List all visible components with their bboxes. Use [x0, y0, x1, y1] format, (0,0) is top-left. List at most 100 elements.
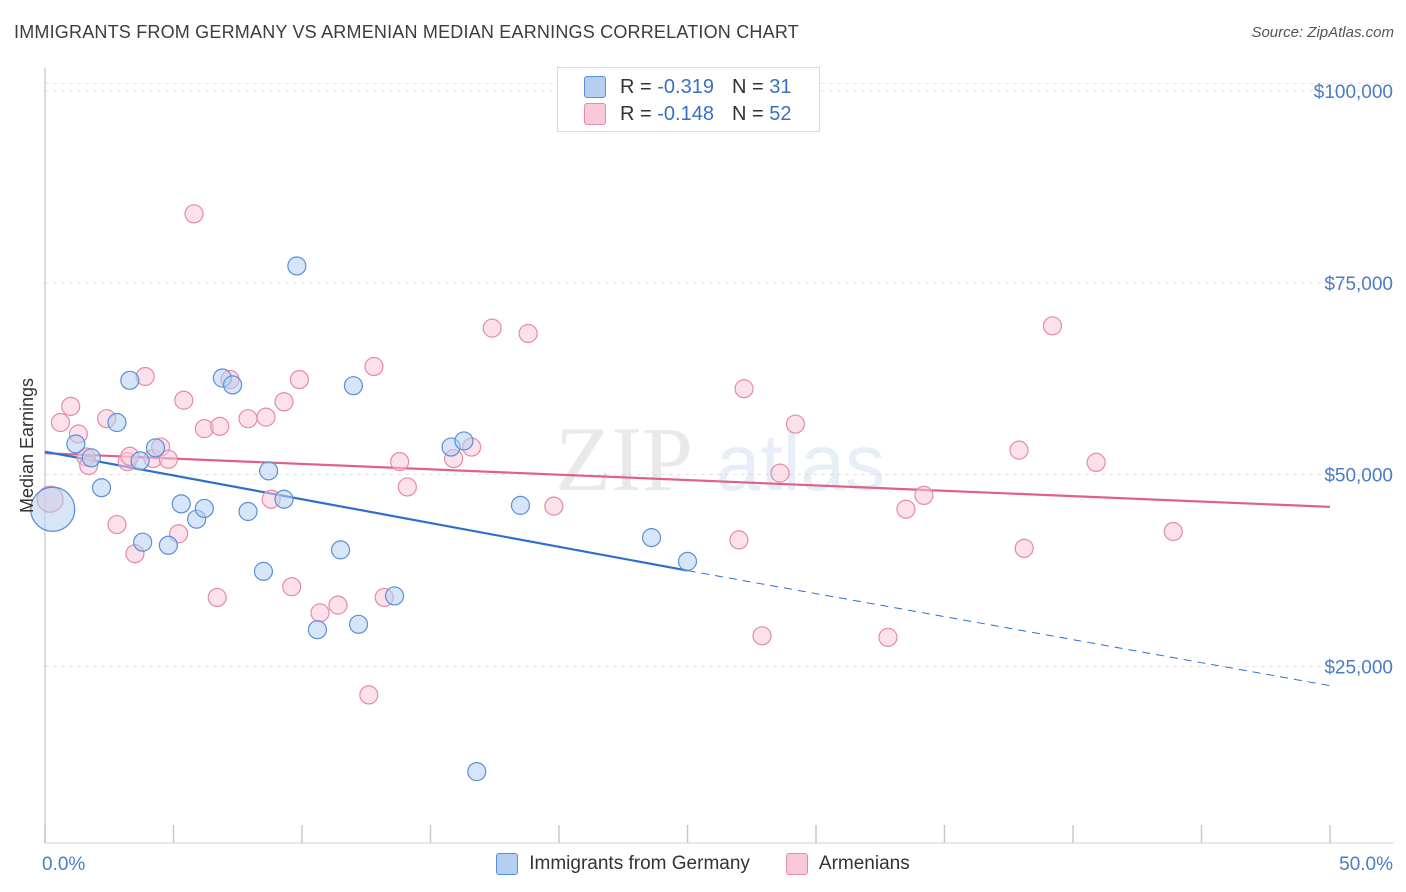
germany-point [274, 489, 294, 509]
germany-point [66, 434, 86, 454]
germany-point [171, 494, 191, 514]
armenian-point [210, 416, 230, 436]
armenian-trend-line [44, 452, 1331, 509]
germany-point [107, 412, 127, 433]
n-label: N = [731, 75, 764, 98]
armenian-point [282, 577, 302, 597]
germany-point [343, 376, 363, 396]
germany-swatch-icon [584, 76, 606, 98]
armenian-point [518, 323, 538, 344]
germany-point [120, 370, 140, 390]
armenian-swatch-icon [785, 853, 808, 875]
stats-legend: R = -0.319 N = 31 R = -0.148 N = 52 [557, 67, 820, 132]
r-value: -0.319 [657, 75, 714, 98]
chart-title: IMMIGRANTS FROM GERMANY VS ARMENIAN MEDI… [14, 22, 799, 42]
legend-row-germany: R = -0.319 N = 31 [584, 74, 791, 100]
watermark-zip: ZIP [555, 408, 693, 510]
germany-point [133, 532, 153, 552]
armenian-point [274, 392, 294, 412]
germany-point [467, 762, 487, 782]
germany-swatch-icon [496, 853, 519, 875]
y-tick-label: $50,000 [1324, 466, 1393, 487]
germany-point [223, 375, 243, 395]
watermark-atlas: atlas [716, 418, 885, 507]
armenian-point [310, 603, 330, 623]
armenian-point [734, 379, 754, 399]
axes [44, 68, 1394, 844]
armenian-point [1042, 316, 1063, 336]
germany-point [238, 501, 258, 522]
x-tick-label: 0.0% [42, 854, 85, 875]
armenian-point [752, 626, 772, 646]
armenian-point [359, 685, 379, 705]
armenian-point [785, 414, 806, 434]
armenian-point [390, 452, 410, 472]
armenian-point [1014, 538, 1034, 558]
armenian-point [107, 514, 127, 535]
germany-point [145, 438, 166, 458]
n-value: 52 [769, 102, 792, 125]
armenian-point [328, 595, 348, 615]
germany-point [348, 614, 369, 634]
armenian-point [256, 407, 276, 427]
watermark: ZIP atlas [555, 408, 885, 510]
germany-point [158, 535, 178, 555]
germany-point [641, 528, 662, 548]
armenian-point [1009, 440, 1029, 460]
armenian-point [184, 204, 204, 224]
germany-point [253, 561, 274, 581]
armenian-point [914, 485, 934, 506]
germany-point [194, 498, 214, 519]
armenian-point [50, 412, 71, 433]
armenian-point [61, 396, 81, 416]
armenian-point [238, 409, 258, 429]
r-label: R = [620, 102, 652, 125]
armenian-point [729, 530, 749, 550]
armenian-point [1163, 521, 1183, 542]
legend-item-germany[interactable]: Immigrants from Germany [496, 853, 750, 875]
germany-point [510, 495, 531, 515]
armenian-swatch-icon [584, 103, 606, 125]
germany-point [307, 620, 328, 640]
germany-point [30, 486, 76, 532]
n-value: 31 [769, 75, 792, 98]
armenian-point [770, 463, 790, 483]
r-label: R = [620, 75, 652, 98]
armenian-point [289, 369, 310, 390]
armenian-point [158, 449, 178, 469]
legend-label-armenian: Armenians [818, 853, 910, 874]
x-tick-label: 50.0% [1339, 854, 1393, 875]
germany-point [287, 256, 307, 276]
armenian-point [397, 477, 417, 497]
armenian-point [896, 499, 916, 519]
legend-row-armenian: R = -0.148 N = 52 [584, 101, 791, 127]
armenian-point [544, 496, 564, 516]
armenian-point [482, 318, 502, 338]
grid-lines [45, 82, 1394, 668]
armenian-point [207, 587, 227, 608]
germany-point [454, 431, 474, 451]
germany-point [330, 540, 351, 560]
armenian-point [878, 627, 898, 647]
germany-point [677, 551, 698, 571]
source-label: Source: ZipAtlas.com [1251, 24, 1394, 41]
germany-point [81, 448, 101, 468]
germany-point [258, 461, 279, 481]
series-legend: Immigrants from Germany Armenians [0, 851, 1406, 877]
y-axis-label: Median Earnings [17, 378, 37, 513]
armenian-point [364, 356, 384, 377]
y-tick-label: $75,000 [1324, 274, 1393, 295]
axis-labels: $25,000 $50,000 $75,000 $100,000 0.0% 50.0% Me… [17, 82, 1393, 875]
y-tick-label: $100,000 [1314, 82, 1393, 103]
legend-label-germany: Immigrants from Germany [529, 853, 750, 874]
germany-trend-extension [687, 570, 1331, 687]
trend-lines [44, 450, 1331, 687]
y-tick-label: $25,000 [1324, 658, 1393, 679]
germany-point [130, 451, 150, 471]
r-value: -0.148 [657, 102, 714, 125]
armenian-point [174, 390, 194, 410]
legend-item-armenian[interactable]: Armenians [785, 853, 910, 875]
armenian-point [1086, 452, 1106, 473]
germany-trend-line [44, 450, 688, 572]
